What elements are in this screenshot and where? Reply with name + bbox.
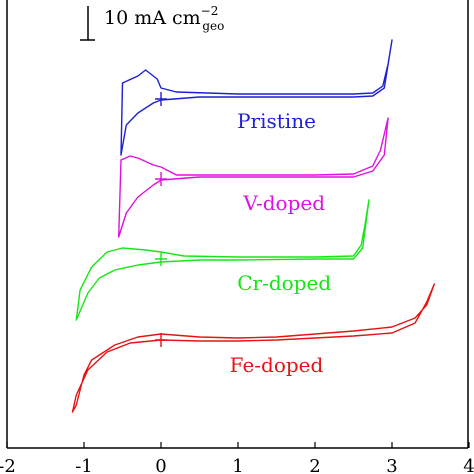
cv-curve-fe-doped xyxy=(71,283,435,413)
x-tick-label: -1 xyxy=(75,456,93,474)
scale-bar-sup: −2 xyxy=(201,4,219,18)
x-tick-label: 0 xyxy=(155,456,166,474)
cv-curve-pristine xyxy=(120,39,393,156)
zero-marker-pristine xyxy=(155,92,167,106)
series-layer: Pristine V-doped Cr-doped Fe-doped xyxy=(71,39,435,413)
x-tick-label: -2 xyxy=(0,456,16,474)
x-tick-label: 3 xyxy=(386,456,397,474)
x-tick-label: 2 xyxy=(309,456,320,474)
zero-marker-fe-doped xyxy=(155,333,167,347)
series-label-fe-doped: Fe-doped xyxy=(230,353,324,377)
zero-marker-cr-doped xyxy=(155,252,167,266)
x-tick-label: 1 xyxy=(232,456,243,474)
scale-bar-sub: geo xyxy=(202,19,224,33)
cv-curve-v-doped xyxy=(118,117,389,238)
x-ticks: -2 -1 0 1 2 3 4 xyxy=(0,442,474,474)
cv-curve-cr-doped xyxy=(75,199,370,321)
series-label-v-doped: V-doped xyxy=(242,191,325,215)
zero-marker-v-doped xyxy=(155,172,167,186)
series-label-pristine: Pristine xyxy=(237,109,316,133)
x-tick-label: 4 xyxy=(463,456,474,474)
series-label-cr-doped: Cr-doped xyxy=(237,271,331,295)
scale-bar-label: 10 mA cm xyxy=(104,7,201,29)
scale-bar: 10 mA cm−2 geo xyxy=(80,4,224,41)
